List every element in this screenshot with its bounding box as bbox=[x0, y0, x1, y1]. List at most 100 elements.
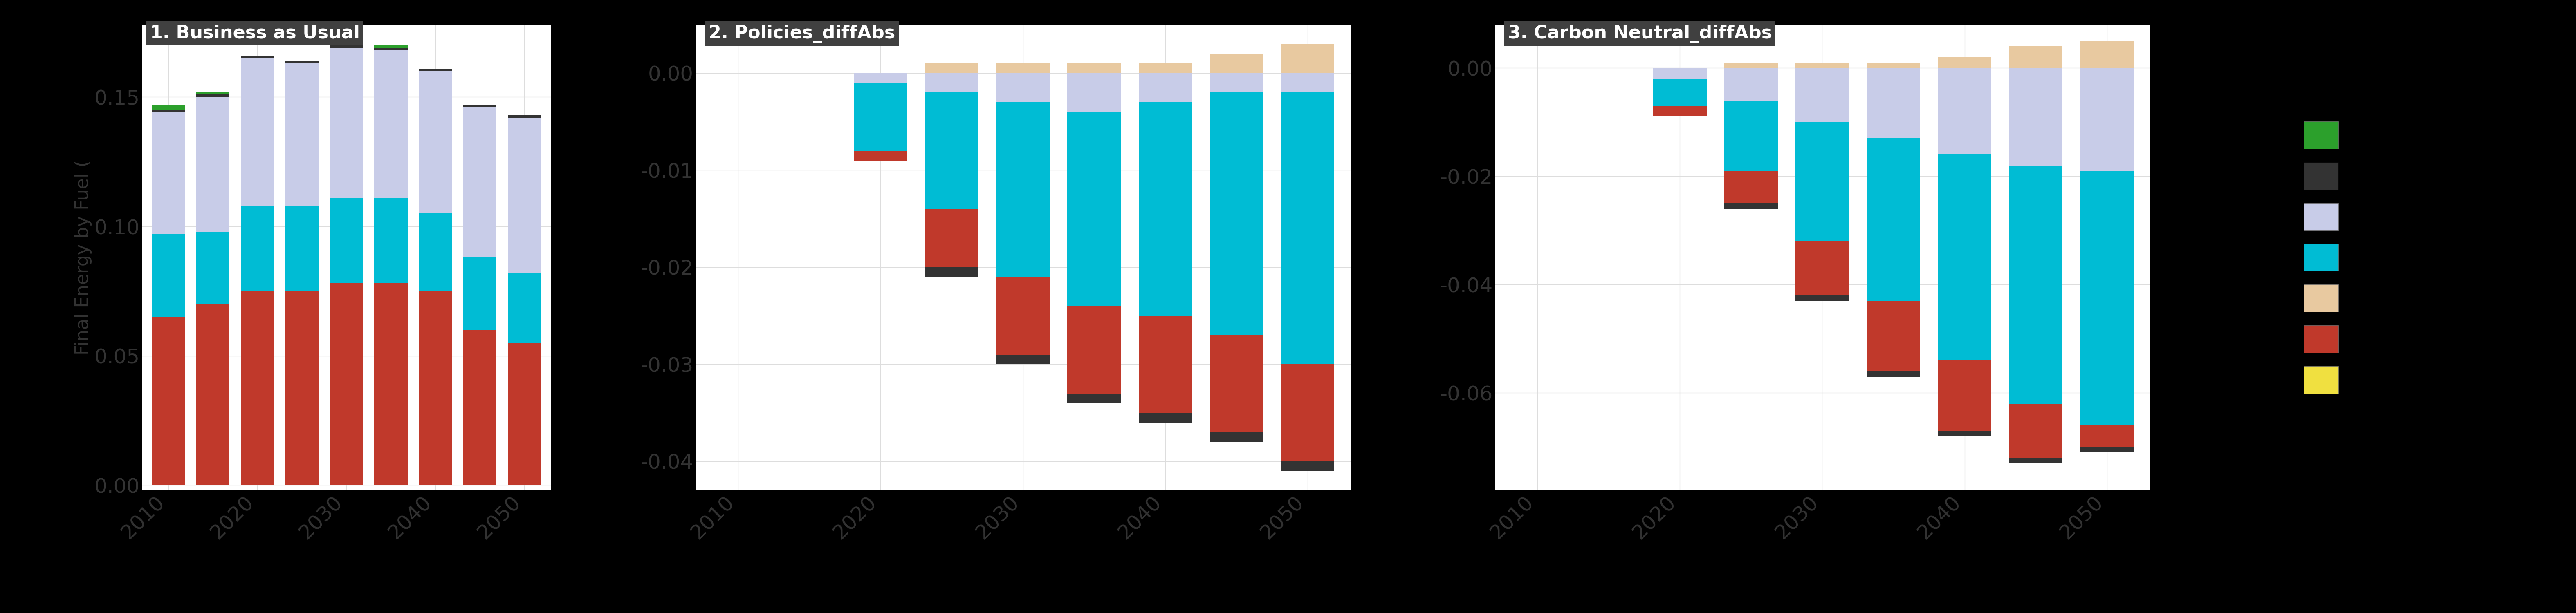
Bar bbox=[374, 50, 407, 198]
Bar bbox=[853, 73, 907, 83]
Bar bbox=[240, 206, 273, 291]
Bar bbox=[464, 105, 497, 107]
Bar bbox=[286, 61, 319, 63]
Bar bbox=[330, 43, 363, 45]
Text: 3. Carbon Neutral_diffAbs: 3. Carbon Neutral_diffAbs bbox=[1507, 25, 1772, 43]
Bar bbox=[2081, 41, 2133, 68]
Bar bbox=[997, 73, 1048, 102]
Bar bbox=[240, 56, 273, 58]
Bar bbox=[286, 63, 319, 206]
Bar bbox=[1280, 73, 1334, 93]
Bar bbox=[374, 48, 407, 50]
Bar bbox=[330, 283, 363, 485]
Bar bbox=[330, 48, 363, 198]
Bar bbox=[196, 97, 229, 232]
Bar bbox=[1211, 54, 1262, 73]
Bar bbox=[464, 107, 497, 257]
Bar bbox=[196, 94, 229, 97]
Bar bbox=[152, 234, 185, 317]
Bar bbox=[2009, 458, 2063, 463]
Bar bbox=[1868, 301, 1919, 371]
Bar bbox=[1654, 78, 1705, 106]
Bar bbox=[1795, 68, 1850, 122]
Bar bbox=[2081, 425, 2133, 447]
Bar bbox=[507, 118, 541, 273]
Bar bbox=[925, 73, 979, 93]
Bar bbox=[1937, 68, 1991, 154]
Bar bbox=[1066, 73, 1121, 112]
Bar bbox=[2081, 447, 2133, 452]
Bar bbox=[152, 317, 185, 485]
Bar bbox=[1795, 295, 1850, 301]
Bar bbox=[420, 213, 451, 291]
Bar bbox=[1211, 73, 1262, 93]
Bar bbox=[374, 198, 407, 283]
Bar bbox=[1139, 102, 1193, 316]
Bar bbox=[286, 291, 319, 485]
Bar bbox=[997, 63, 1048, 73]
Bar bbox=[1937, 57, 1991, 68]
Bar bbox=[1937, 360, 1991, 431]
Bar bbox=[1723, 68, 1777, 101]
Bar bbox=[330, 198, 363, 283]
Bar bbox=[152, 105, 185, 110]
Bar bbox=[374, 45, 407, 48]
Bar bbox=[1868, 68, 1919, 139]
Bar bbox=[196, 92, 229, 94]
Bar bbox=[1795, 122, 1850, 241]
Bar bbox=[1139, 316, 1193, 413]
Bar bbox=[2009, 46, 2063, 68]
Bar bbox=[1066, 112, 1121, 306]
Bar bbox=[1868, 371, 1919, 376]
Bar bbox=[925, 209, 979, 267]
Bar bbox=[1066, 306, 1121, 394]
Bar bbox=[1723, 63, 1777, 68]
Bar bbox=[1139, 413, 1193, 422]
Bar bbox=[507, 115, 541, 118]
Bar bbox=[196, 232, 229, 304]
Bar bbox=[420, 291, 451, 485]
Bar bbox=[507, 343, 541, 485]
Bar bbox=[1723, 171, 1777, 204]
Bar bbox=[925, 63, 979, 73]
Bar bbox=[1139, 63, 1193, 73]
Bar bbox=[997, 354, 1048, 364]
Bar bbox=[1654, 106, 1705, 116]
Bar bbox=[1211, 335, 1262, 432]
Bar bbox=[196, 304, 229, 485]
Bar bbox=[2009, 404, 2063, 458]
Bar bbox=[1723, 204, 1777, 208]
Bar bbox=[997, 102, 1048, 277]
Legend: biomass, coal, electricity, gas, hydrogen, refined liquids, solar: biomass, coal, electricity, gas, hydroge… bbox=[2303, 121, 2491, 394]
Bar bbox=[1280, 364, 1334, 462]
Bar bbox=[152, 113, 185, 234]
Bar bbox=[507, 273, 541, 343]
Bar bbox=[240, 58, 273, 206]
Bar bbox=[925, 93, 979, 209]
Bar bbox=[1937, 154, 1991, 360]
Bar bbox=[1066, 63, 1121, 73]
Bar bbox=[2081, 171, 2133, 425]
Bar bbox=[1654, 68, 1705, 78]
Bar bbox=[1723, 101, 1777, 171]
Bar bbox=[1937, 431, 1991, 436]
Bar bbox=[997, 277, 1048, 354]
Y-axis label: Final Energy by Fuel (: Final Energy by Fuel ( bbox=[75, 160, 93, 355]
Bar bbox=[152, 110, 185, 113]
Bar bbox=[2009, 166, 2063, 404]
Text: 2. Policies_diffAbs: 2. Policies_diffAbs bbox=[708, 25, 894, 43]
Bar bbox=[420, 71, 451, 213]
Bar bbox=[464, 330, 497, 485]
Bar bbox=[1280, 93, 1334, 364]
Bar bbox=[1280, 462, 1334, 471]
Bar bbox=[420, 69, 451, 71]
Bar bbox=[464, 257, 497, 330]
Bar bbox=[925, 267, 979, 277]
Bar bbox=[1795, 63, 1850, 68]
Bar bbox=[1139, 73, 1193, 102]
Bar bbox=[1211, 93, 1262, 335]
Bar bbox=[1211, 432, 1262, 442]
Bar bbox=[1868, 139, 1919, 301]
Bar bbox=[1280, 44, 1334, 73]
Bar bbox=[286, 206, 319, 291]
